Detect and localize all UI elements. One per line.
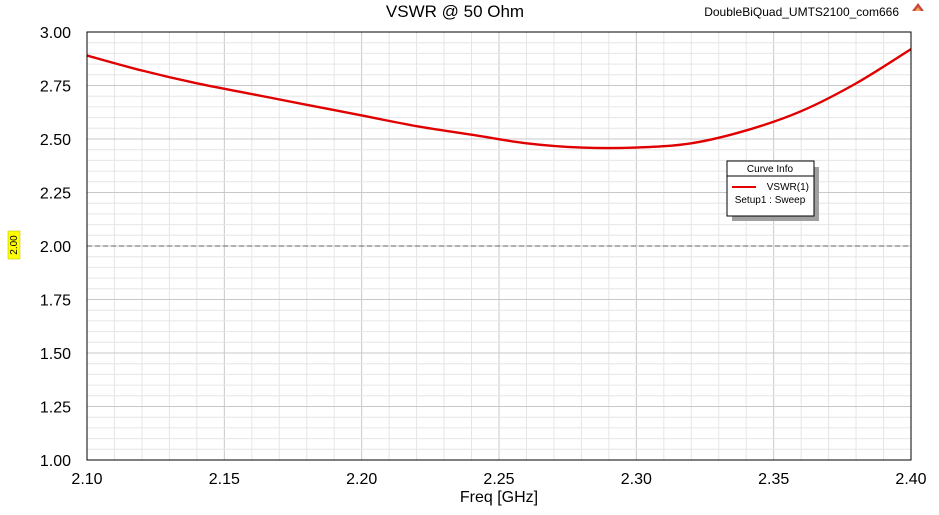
- x-tick-label: 2.15: [209, 471, 240, 488]
- grid: [87, 32, 911, 460]
- y-tick-label: 1.75: [40, 293, 71, 310]
- chart-title: VSWR @ 50 Ohm: [386, 2, 524, 21]
- y-tick-label: 2.00: [40, 239, 71, 256]
- x-tick-label: 2.30: [621, 471, 652, 488]
- x-tick-label: 2.20: [346, 471, 377, 488]
- x-axis-label: Freq [GHz]: [460, 489, 538, 506]
- project-name: DoubleBiQuad_UMTS2100_com666: [704, 5, 899, 19]
- y-tick-label: 2.75: [40, 79, 71, 96]
- y-tick-label: 2.25: [40, 186, 71, 203]
- plot-border: [86, 31, 912, 461]
- curve-info-legend[interactable]: Curve Info VSWR(1) Setup1 : Sweep: [726, 160, 819, 221]
- tick-labels: 2.10 2.15 2.20 2.25 2.30 2.35 2.40 1.00 1.25 1.50…: [40, 25, 927, 488]
- y-marker-label: 2.00: [9, 235, 20, 255]
- y-tick-label: 2.50: [40, 132, 71, 149]
- legend-title: Curve Info: [747, 164, 794, 175]
- y-tick-label: 3.00: [40, 25, 71, 42]
- project-logo-icon: [912, 3, 924, 11]
- y-tick-label: 1.25: [40, 400, 71, 417]
- x-tick-label: 2.40: [895, 471, 926, 488]
- series-line-vswr-1: [86, 48, 912, 150]
- y-marker-2-00[interactable]: 2.00: [7, 230, 21, 260]
- x-tick-label: 2.10: [71, 471, 102, 488]
- legend-setup-label: Setup1 : Sweep: [735, 195, 806, 206]
- series-layer: [86, 48, 912, 150]
- x-tick-label: 2.25: [483, 471, 514, 488]
- y-tick-label: 1.50: [40, 346, 71, 363]
- y-marker-badge: [7, 230, 21, 260]
- legend-series-label: VSWR(1): [767, 182, 809, 193]
- x-tick-label: 2.35: [758, 471, 789, 488]
- legend-box: [726, 160, 815, 217]
- y-tick-label: 1.00: [40, 453, 71, 470]
